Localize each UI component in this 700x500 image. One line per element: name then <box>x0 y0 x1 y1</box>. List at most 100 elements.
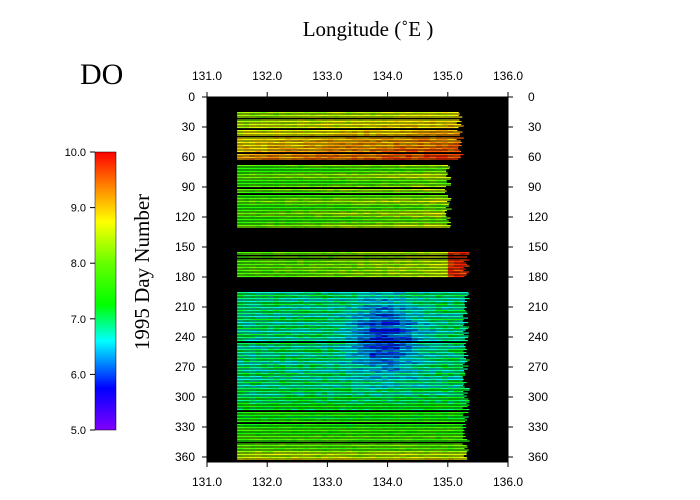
heatmap-cell <box>279 226 286 228</box>
heatmap-cell <box>387 328 394 330</box>
heatmap-cell <box>303 171 310 173</box>
heatmap-cell <box>357 146 364 148</box>
heatmap-cell <box>327 186 334 188</box>
heatmap-cell <box>321 149 328 151</box>
heatmap-cell <box>339 210 346 212</box>
heatmap-cell <box>249 199 256 201</box>
heatmap-cell <box>435 189 443 191</box>
heatmap-cell <box>345 113 352 115</box>
heatmap-cell <box>309 192 316 194</box>
heatmap-cell <box>255 196 262 198</box>
heatmap-cell <box>291 149 298 151</box>
heatmap-cell <box>321 139 328 141</box>
heatmap-cell <box>447 295 455 297</box>
heatmap-cell <box>267 355 274 357</box>
heatmap-cell <box>291 276 298 278</box>
heatmap-cell <box>303 362 310 364</box>
heatmap-cell <box>405 119 413 121</box>
heatmap-cell <box>237 137 244 139</box>
heatmap-cell <box>441 259 449 261</box>
heatmap-cell <box>297 350 304 352</box>
heatmap-cell <box>249 137 256 139</box>
heatmap-cell <box>387 184 394 186</box>
heatmap-cell <box>297 168 304 170</box>
heatmap-cell <box>243 338 250 340</box>
heatmap-cell <box>399 320 406 322</box>
heatmap-cell <box>255 204 262 206</box>
heatmap-cell <box>327 329 334 331</box>
heatmap-cell <box>399 116 406 118</box>
heatmap-cell <box>249 175 256 177</box>
heatmap-cell <box>405 131 413 133</box>
heatmap-cell <box>321 328 328 330</box>
heatmap-cell <box>387 338 394 340</box>
heatmap-cell <box>327 171 334 173</box>
heatmap-cell <box>303 172 310 174</box>
heatmap-cell <box>273 343 280 345</box>
heatmap-cell <box>279 346 286 348</box>
heatmap-cell <box>423 344 431 346</box>
heatmap-cell <box>243 205 250 207</box>
heatmap-cell <box>339 119 346 121</box>
heatmap-cell <box>453 302 461 304</box>
heatmap-cell <box>291 350 298 352</box>
heatmap-cell <box>399 124 406 126</box>
heatmap-cell <box>267 252 274 254</box>
heatmap-cell <box>441 148 449 150</box>
heatmap-cell <box>399 298 406 300</box>
heatmap-cell <box>249 208 256 210</box>
heatmap-cell <box>393 217 400 219</box>
heatmap-cell <box>285 171 292 173</box>
heatmap-cell <box>333 268 340 270</box>
heatmap-cell <box>255 356 262 358</box>
heatmap-cell <box>417 346 425 348</box>
heatmap-cell <box>363 181 370 183</box>
heatmap-cell <box>279 133 286 135</box>
heatmap-cell <box>447 367 455 369</box>
heatmap-cell <box>279 142 286 144</box>
heatmap-cell <box>429 115 437 117</box>
heatmap-cell <box>321 157 328 159</box>
heatmap-cell <box>279 362 286 364</box>
heatmap-cell <box>393 253 400 255</box>
heatmap-cell <box>465 259 470 261</box>
heatmap-cell <box>291 358 298 360</box>
heatmap-cell <box>459 274 467 276</box>
heatmap-cell <box>459 367 464 369</box>
heatmap-cell <box>309 143 316 145</box>
heatmap-cell <box>309 296 316 298</box>
heatmap-cell <box>351 308 358 310</box>
heatmap-cell <box>369 214 376 216</box>
heatmap-cell <box>279 121 286 123</box>
heatmap-cell <box>387 186 394 188</box>
heatmap-cell <box>423 172 431 174</box>
heatmap-cell <box>363 115 370 117</box>
heatmap-cell <box>363 220 370 222</box>
heatmap-cell <box>261 148 268 150</box>
heatmap-cell <box>333 149 340 151</box>
heatmap-cell <box>387 358 394 360</box>
heatmap-cell <box>327 157 334 159</box>
heatmap-cell <box>435 358 443 360</box>
heatmap-cell <box>375 183 382 185</box>
heatmap-cell <box>405 332 413 334</box>
heatmap-cell <box>285 359 292 361</box>
heatmap-cell <box>303 355 310 357</box>
heatmap-cell <box>279 196 286 198</box>
heatmap-cell <box>273 177 280 179</box>
heatmap-cell <box>357 166 364 168</box>
heatmap-cell <box>243 226 250 228</box>
heatmap-cell <box>405 140 413 142</box>
heatmap-cell <box>423 319 431 321</box>
heatmap-cell <box>291 220 298 222</box>
heatmap-cell <box>393 302 400 304</box>
heatmap-cell <box>255 334 262 336</box>
heatmap-cell <box>315 328 322 330</box>
heatmap-cell <box>309 252 316 254</box>
heatmap-cell <box>459 359 467 361</box>
heatmap-cell <box>261 217 268 219</box>
heatmap-cell <box>417 226 425 228</box>
heatmap-cell <box>429 208 437 210</box>
heatmap-cell <box>309 338 316 340</box>
heatmap-cell <box>381 346 388 348</box>
